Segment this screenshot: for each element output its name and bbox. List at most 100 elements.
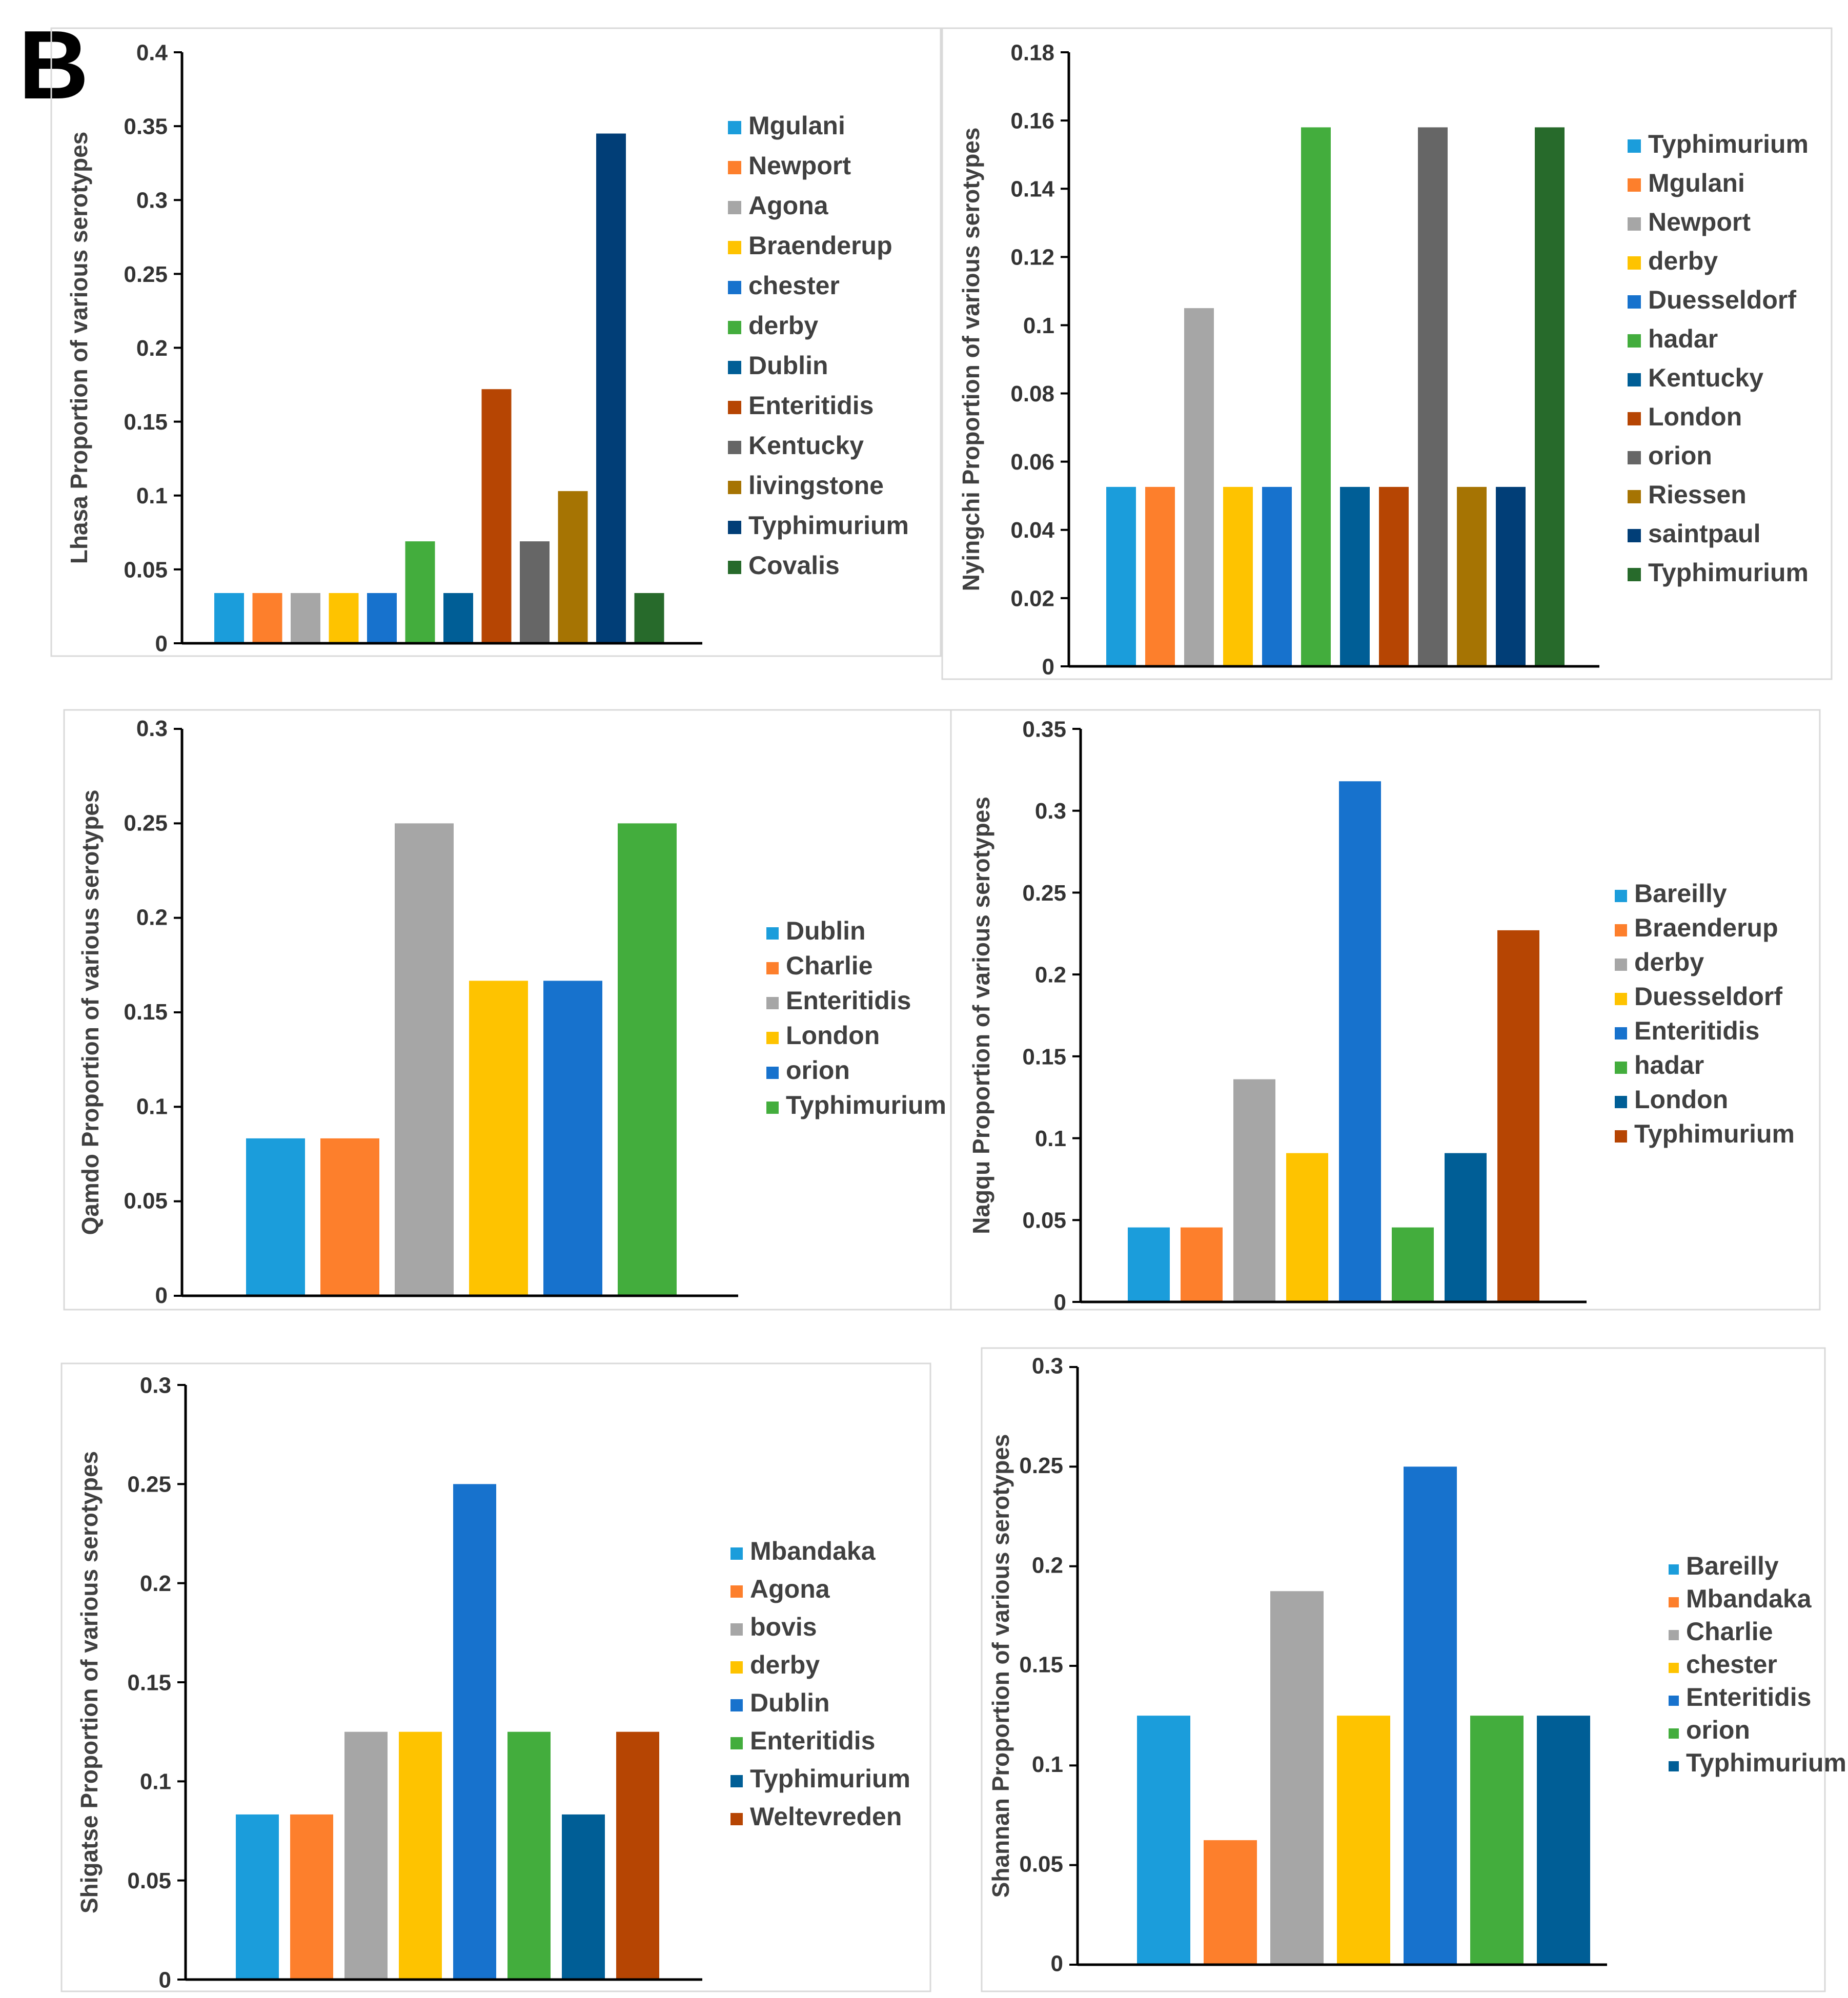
legend: Mgulani Newport Agona Braenderup chester derb… [728,111,909,580]
y-tick-label: 0.35 [124,114,168,139]
y-tick-label: 0.18 [1010,40,1054,65]
y-tick-label: 0 [155,631,168,656]
legend-swatch [730,1623,743,1636]
legend-item-agona: Agona [748,191,829,220]
legend-item-agona: Agona [750,1575,830,1603]
bar-weltevreden [616,1731,659,1980]
bar-bareilly [1128,1227,1170,1302]
y-tick-label: 0.3 [136,188,168,213]
legend-swatch [730,1661,743,1674]
bar-typhimurium [596,133,626,644]
chart-frame [941,27,1833,680]
legend-swatch [766,927,779,940]
legend-item-london: London [1634,1085,1728,1114]
legend-swatch [1669,1761,1679,1771]
bar-mgulani [214,593,244,643]
y-tick-label: 0.15 [1022,1044,1066,1069]
y-tick-label: 0.1 [140,1769,171,1795]
legend-item-enteritidis: Enteritidis [1686,1683,1811,1711]
legend-swatch [1628,529,1641,542]
bar-typhimurium [1537,1716,1590,1965]
y-tick-label: 0 [1042,654,1054,679]
legend-swatch [728,161,741,174]
legend-swatch [1628,568,1641,581]
legend-swatch [730,1585,743,1598]
bar-kentucky [520,541,550,643]
bar-london [1379,486,1409,666]
legend-swatch [1628,373,1641,386]
legend-item-dublin: Dublin [750,1688,830,1717]
y-tick-label: 0.3 [136,716,168,741]
y-tick-label: 0.15 [127,1670,171,1695]
legend-item-derby: derby [1634,948,1704,976]
y-tick-label: 0 [1051,1951,1063,1976]
y-tick-label: 0.25 [1019,1453,1063,1478]
legend-item-kentucky: Kentucky [1648,363,1763,392]
y-tick-label: 0.3 [1035,799,1066,824]
legend-swatch [730,1813,743,1825]
legend-swatch [1628,334,1641,348]
legend-item-london: London [786,1021,880,1050]
legend-swatch [1669,1728,1679,1739]
legend-swatch [728,321,741,334]
legend-item-riessen: Riessen [1648,480,1747,509]
y-tick-label: 0.12 [1010,245,1054,270]
bar-typhimurium [1497,930,1539,1302]
y-tick-label: 0.15 [124,410,168,435]
bar-livingstone [558,491,588,643]
legend-swatch [730,1547,743,1560]
legend-item-enteritidis: Enteritidis [750,1726,875,1755]
legend-swatch [728,121,741,134]
legend-item-chester: chester [1686,1650,1777,1679]
legend-item-mbandaka: Mbandaka [1686,1584,1812,1613]
bar-london [469,981,528,1296]
bar-charlie [1270,1591,1324,1965]
legend-swatch [766,1067,779,1079]
bar-kentucky [1340,486,1370,666]
legend-swatch [1615,993,1627,1005]
legend-item-derby: derby [748,311,818,340]
legend-item-orion: orion [1686,1716,1750,1744]
y-tick-label: 0.3 [1032,1354,1063,1379]
legend: Dublin Charlie Enteritidis London orion Typhi… [766,916,946,1119]
legend-swatch [1669,1696,1679,1706]
legend-item-derby: derby [1648,247,1718,275]
legend: Bareilly Braenderup derby Duesseldorf Enteri… [1615,879,1795,1148]
y-tick-label: 0.3 [140,1373,171,1398]
y-axis-label: Nagqu Proportion of various serotypes [968,797,994,1234]
y-tick-label: 0.05 [127,1868,171,1893]
y-tick-label: 0 [159,1967,171,1992]
y-tick-label: 0.2 [136,905,168,930]
bar-agona [291,593,320,643]
legend-item-duesseldorf: Duesseldorf [1648,286,1796,314]
legend-item-london: London [1648,402,1742,431]
bar-typhimurium [562,1814,605,1980]
legend-item-saintpaul: saintpaul [1648,519,1760,548]
bar-dublin [246,1138,305,1296]
legend-swatch [728,401,741,414]
y-tick-label: 0.35 [1022,717,1066,742]
legend-item-typhimurium: Typhimurium [786,1091,946,1119]
legend-item-mgulani: Mgulani [1648,169,1745,197]
legend-swatch [766,1032,779,1044]
bar-chester [1337,1716,1390,1965]
legend-swatch [1628,295,1641,309]
bar-orion [1470,1716,1524,1965]
legend-item-dublin: Dublin [786,916,866,945]
bar-mbandaka [1204,1840,1257,1965]
chart-4: 0 0.05 0.1 0.15 0.2 0.25 0.3 0.35 Nagqu Proporti… [950,709,1821,1315]
legend-item-braenderup: Braenderup [748,231,892,260]
bar-braenderup [1181,1227,1223,1302]
bar-mbandaka [236,1814,279,1980]
legend-item-typhimurium: Typhimurium [748,511,909,540]
bar-newport [1184,308,1214,666]
legend-item-charlie: Charlie [786,951,873,980]
bar-enteritidis [507,1731,551,1980]
legend-swatch [766,962,779,974]
y-tick-label: 0.25 [124,810,168,835]
legend-item-typhimurium: Typhimurium [750,1764,910,1793]
legend-item-enteritidis: Enteritidis [786,986,911,1015]
bar-dublin [453,1484,496,1980]
legend-item-weltevreden: Weltevreden [750,1802,902,1831]
chart-frame [981,1347,1826,1992]
